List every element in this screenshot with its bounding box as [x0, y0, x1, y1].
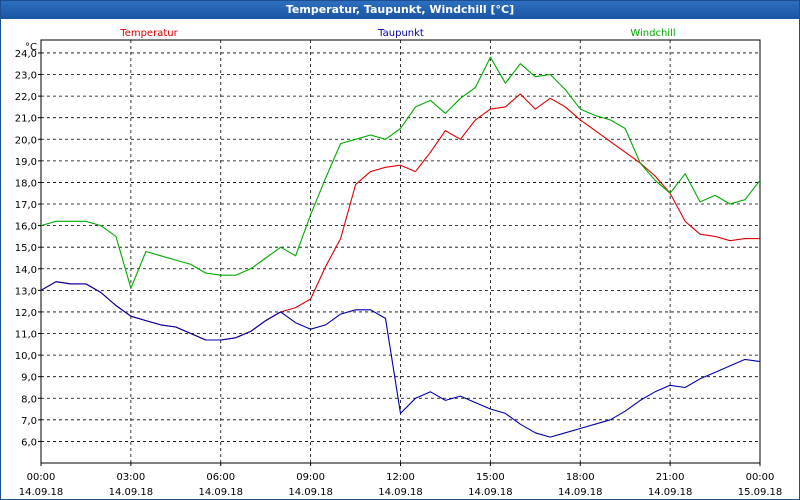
y-tick-label: 12,0	[15, 308, 37, 319]
y-tick-label: 17,0	[15, 200, 37, 211]
x-tick-date: 14.09.18	[198, 487, 243, 498]
y-unit-label: °C	[25, 42, 37, 53]
legend-entry-temperatur: Temperatur	[119, 28, 178, 39]
legend-entry-taupunkt: Taupunkt	[377, 28, 424, 39]
y-tick-label: 20,0	[15, 135, 37, 146]
x-tick-time: 06:00	[206, 472, 235, 483]
x-tick-time: 09:00	[296, 472, 325, 483]
y-tick-label: 24,0	[15, 49, 37, 60]
x-tick-date: 14.09.18	[378, 487, 423, 498]
x-tick-date: 15.09.18	[738, 487, 783, 498]
x-tick-date: 14.09.18	[648, 487, 693, 498]
x-tick-date: 14.09.18	[109, 487, 154, 498]
chart-title: Temperatur, Taupunkt, Windchill [°C]	[1, 1, 799, 19]
x-tick-date: 14.09.18	[19, 487, 64, 498]
x-tick-date: 14.09.18	[468, 487, 513, 498]
series-line-windchill	[40, 56, 761, 289]
y-tick-label: 13,0	[15, 286, 37, 297]
x-tick-time: 18:00	[566, 472, 595, 483]
y-tick-label: 14,0	[15, 265, 37, 276]
y-tick-label: 8,0	[21, 394, 37, 405]
y-tick-label: 9,0	[21, 373, 37, 384]
series-line-taupunkt	[40, 281, 761, 438]
legend-entry-windchill: Windchill	[630, 28, 675, 39]
x-tick-time: 00:00	[746, 472, 775, 483]
x-tick-time: 03:00	[116, 472, 145, 483]
grid-layer	[41, 40, 760, 463]
x-tick-time: 00:00	[27, 472, 56, 483]
x-tick-date: 14.09.18	[558, 487, 603, 498]
tick-label-layer: 6,0 7,0 8,0 9,0 10,0 11,0 12,0 13,0 14,0 15,0 16,0…	[15, 42, 783, 498]
y-tick-label: 23,0	[15, 71, 37, 82]
plot-area-frame	[40, 39, 761, 464]
y-tick-label: 22,0	[15, 92, 37, 103]
axis-layer	[38, 39, 761, 466]
y-tick-label: 21,0	[15, 114, 37, 125]
y-tick-label: 11,0	[15, 330, 37, 341]
series-layer	[40, 56, 761, 438]
y-tick-label: 7,0	[21, 416, 37, 427]
legend-layer: Temperatur Taupunkt Windchill	[119, 28, 675, 39]
x-tick-time: 12:00	[386, 472, 415, 483]
y-tick-label: 16,0	[15, 222, 37, 233]
y-tick-label: 6,0	[21, 437, 37, 448]
y-tick-label: 15,0	[15, 243, 37, 254]
x-tick-time: 15:00	[476, 472, 505, 483]
y-tick-label: 19,0	[15, 157, 37, 168]
y-tick-label: 10,0	[15, 351, 37, 362]
x-tick-time: 21:00	[656, 472, 685, 483]
y-tick-label: 18,0	[15, 178, 37, 189]
x-tick-date: 14.09.18	[288, 487, 333, 498]
